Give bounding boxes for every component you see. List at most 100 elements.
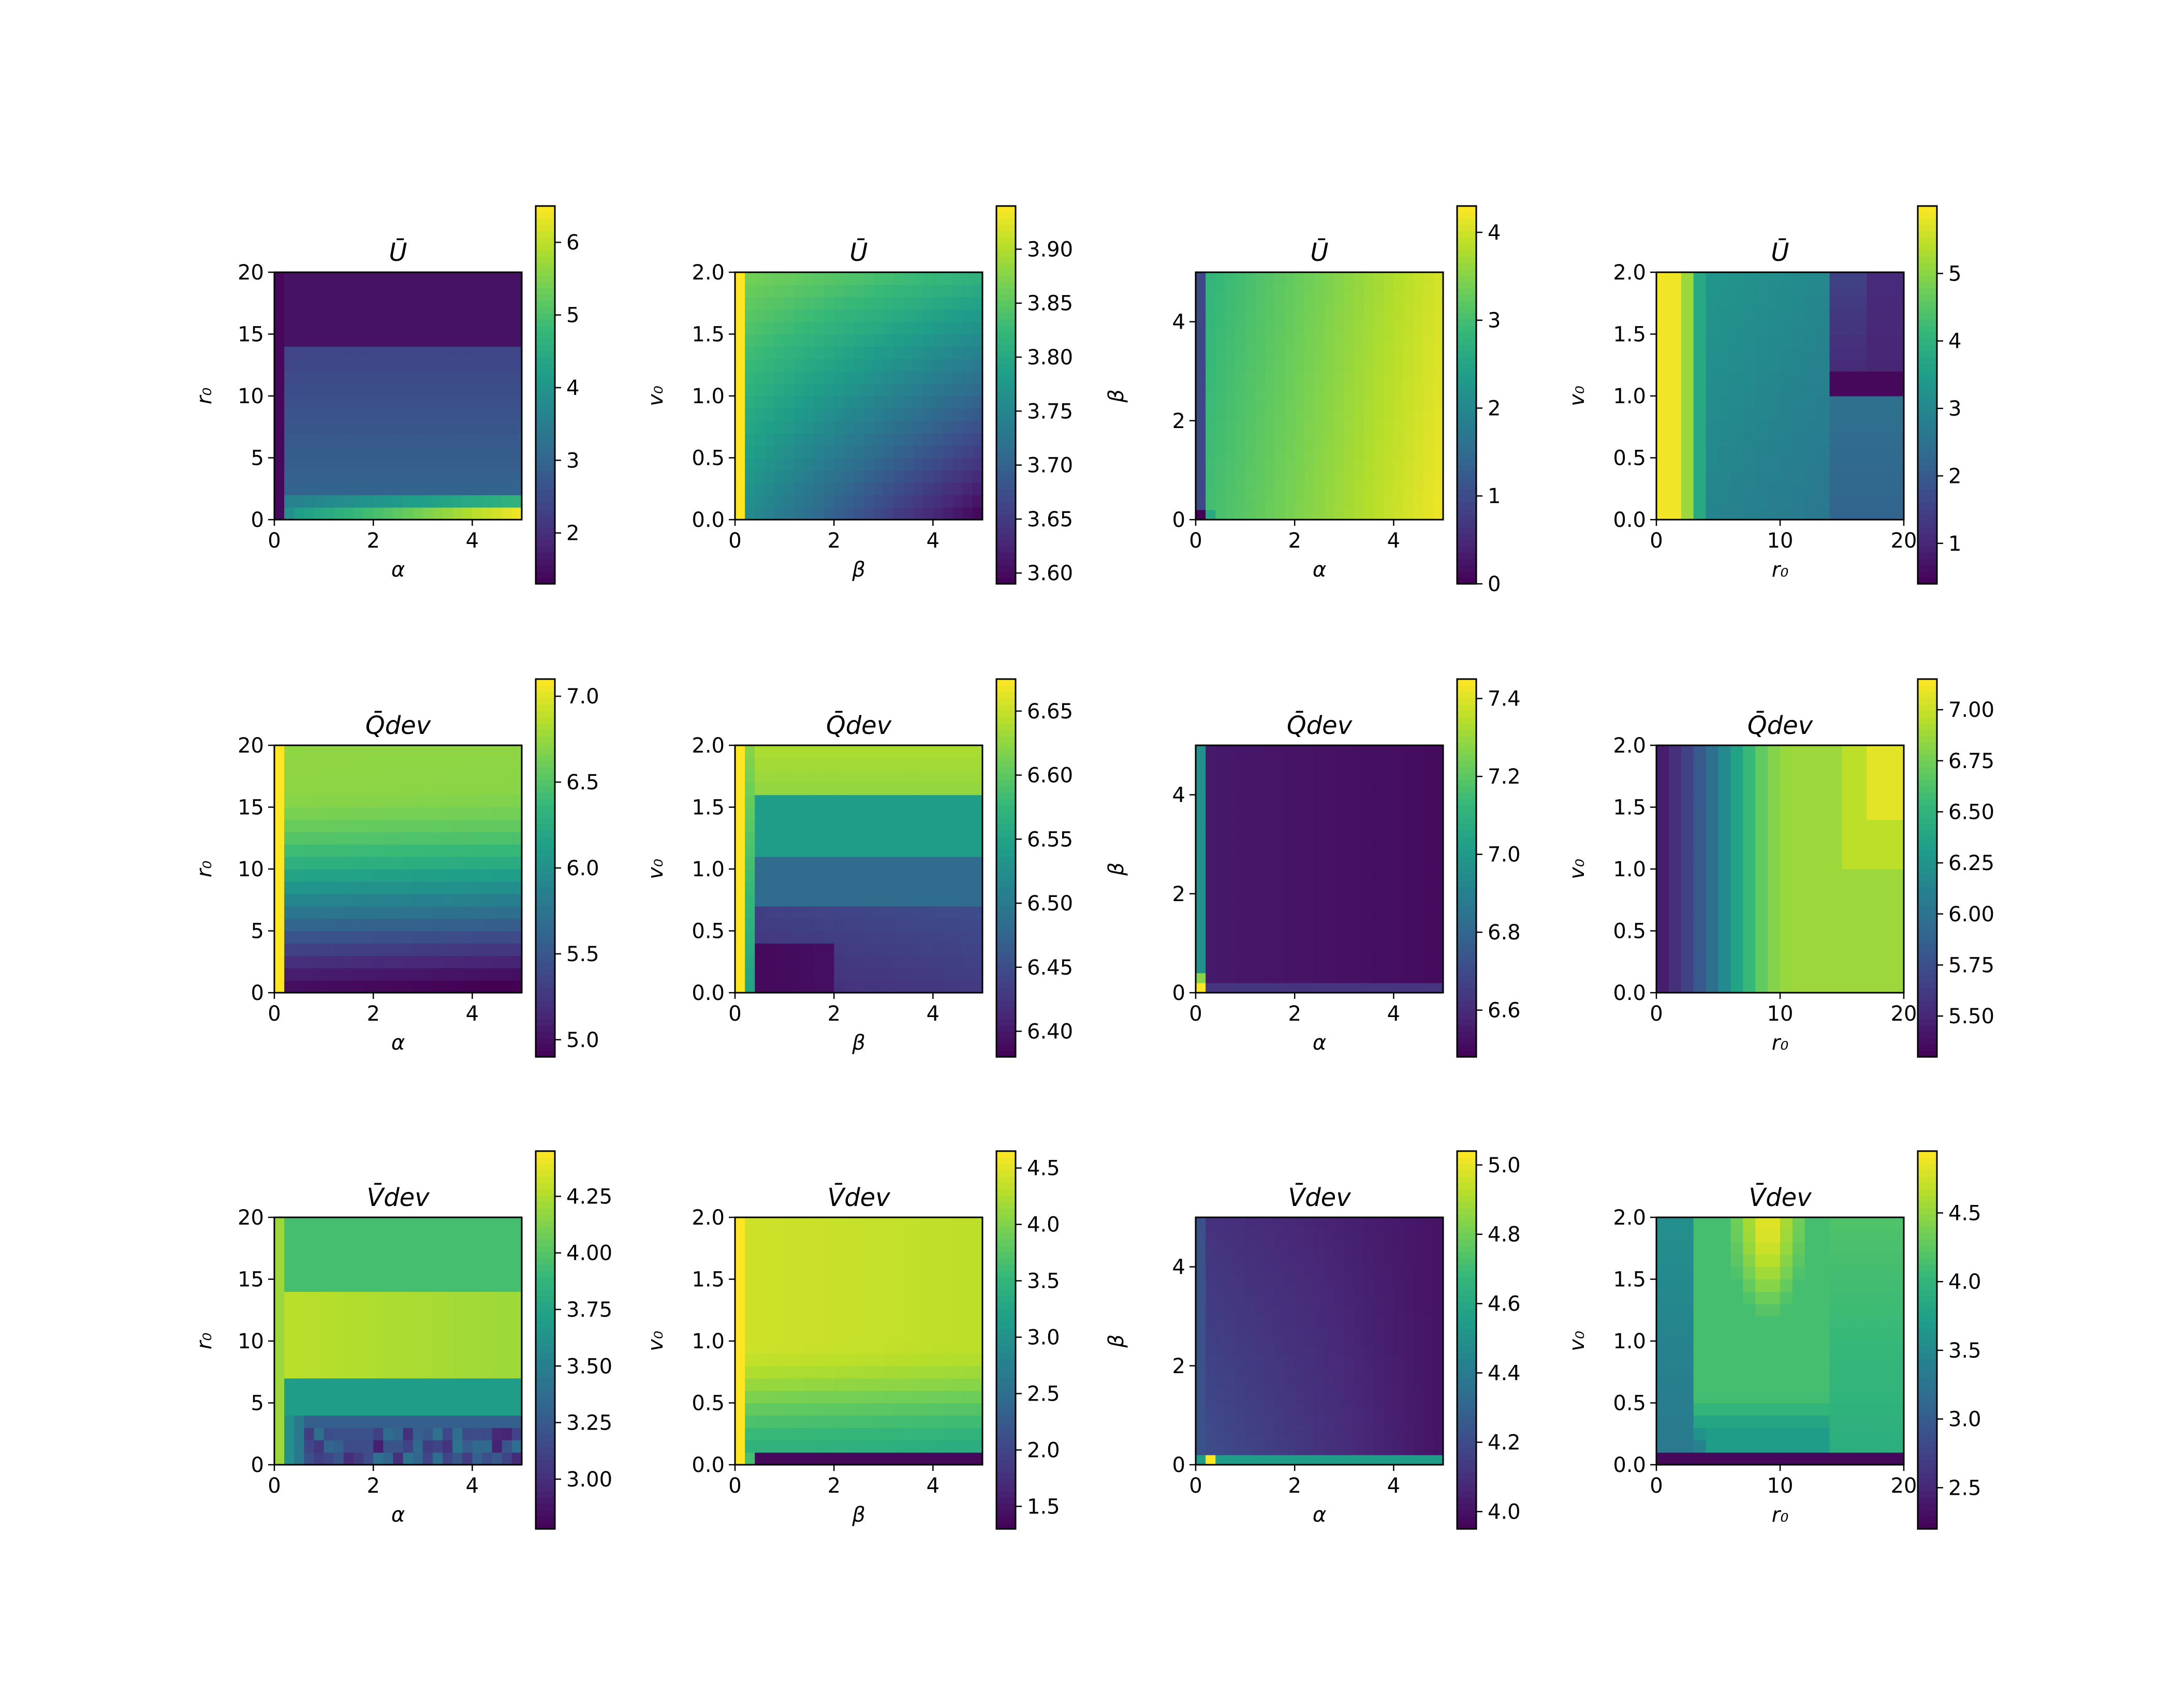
heatmap-cell — [774, 832, 785, 845]
heatmap-cell — [1265, 509, 1275, 520]
colorbar-segment — [536, 899, 555, 906]
heatmap-cell — [294, 284, 304, 298]
heatmap-cell — [863, 943, 874, 956]
heatmap-cell — [1804, 943, 1818, 956]
heatmap-cell — [923, 757, 933, 771]
heatmap-cell — [422, 794, 433, 808]
heatmap-cell — [1295, 410, 1305, 421]
heatmap-cell — [1364, 775, 1374, 786]
colorbar-segment — [536, 1032, 555, 1039]
colorbar-segment — [536, 300, 555, 307]
heatmap-cell — [413, 495, 423, 508]
heatmap-cell — [1743, 433, 1756, 446]
heatmap-cell — [1829, 420, 1843, 434]
heatmap-cell — [472, 782, 483, 796]
heatmap-cell — [1274, 401, 1285, 411]
heatmap-cell — [413, 955, 423, 968]
heatmap-cell — [1295, 440, 1305, 451]
heatmap-cell — [413, 359, 423, 372]
heatmap-cell — [1334, 794, 1345, 805]
heatmap-cell — [304, 272, 315, 285]
heatmap-cell — [1829, 321, 1843, 335]
heatmap-cell — [1730, 482, 1743, 495]
heatmap-cell — [304, 857, 315, 870]
heatmap-cell — [923, 495, 933, 508]
heatmap-cell — [403, 819, 414, 832]
heatmap-cell — [294, 309, 304, 322]
heatmap-cell — [1285, 312, 1295, 322]
heatmap-cell — [1423, 814, 1434, 825]
heatmap-cell — [1854, 782, 1867, 796]
colorbar-tick-label: 7.0 — [566, 685, 599, 709]
heatmap-cell — [883, 458, 894, 470]
heatmap-cell — [413, 1378, 423, 1391]
heatmap-cell — [873, 881, 884, 894]
heatmap-cell — [413, 832, 423, 845]
heatmap-cell — [492, 284, 503, 298]
x-axis-label: r₀ — [1772, 1031, 1788, 1055]
colorbar-segment — [996, 326, 1016, 332]
heatmap-cell — [343, 371, 354, 384]
heatmap-cell — [923, 782, 933, 796]
heatmap-cell — [1374, 893, 1384, 904]
heatmap-cell — [294, 857, 304, 870]
heatmap-cell — [1374, 755, 1384, 765]
heatmap-cell — [1879, 857, 1892, 870]
heatmap-cell — [784, 980, 795, 993]
heatmap-cell — [1718, 309, 1731, 322]
heatmap-cell — [1879, 782, 1892, 796]
heatmap-cell — [422, 458, 433, 470]
heatmap-cell — [1274, 282, 1285, 292]
colorbar-segment — [1457, 773, 1476, 781]
heatmap-cell — [1854, 321, 1867, 335]
heatmap-cell — [903, 384, 914, 396]
heatmap-cell — [363, 1378, 374, 1391]
heatmap-cell — [1706, 857, 1719, 870]
heatmap-cell — [784, 284, 795, 298]
heatmap-cell — [943, 384, 953, 396]
heatmap-cell — [304, 832, 315, 845]
colorbar-segment — [536, 212, 555, 219]
heatmap-cell — [1867, 782, 1879, 796]
heatmap-cell — [314, 1390, 325, 1404]
heatmap-cell — [304, 1353, 315, 1366]
heatmap-cell — [304, 321, 315, 335]
heatmap-cell — [1730, 943, 1743, 956]
heatmap-cell — [745, 869, 755, 882]
heatmap-cell — [413, 931, 423, 944]
heatmap-cell — [903, 470, 914, 483]
heatmap-cell — [794, 346, 805, 359]
heatmap-cell — [1235, 775, 1246, 786]
heatmap-cell — [1304, 814, 1315, 825]
heatmap-cell — [1879, 757, 1892, 771]
heatmap-cell — [1215, 755, 1226, 765]
heatmap-cell — [502, 495, 512, 508]
heatmap-cell — [883, 782, 894, 796]
heatmap-cell — [1706, 807, 1719, 820]
colorbar-segment — [1918, 988, 1937, 994]
heatmap-cell — [274, 458, 285, 470]
heatmap-cell — [1393, 420, 1404, 431]
heatmap-cell — [432, 770, 443, 783]
heatmap-cell — [482, 819, 493, 832]
heatmap-cell — [274, 906, 285, 919]
heatmap-cell — [333, 943, 344, 956]
heatmap-cell — [1255, 312, 1266, 322]
heatmap-cell — [854, 807, 864, 820]
heatmap-cell — [333, 334, 344, 347]
heatmap-cell — [883, 794, 894, 808]
heatmap-cell — [735, 371, 745, 384]
heatmap-cell — [413, 745, 423, 758]
heatmap-cell — [1235, 499, 1246, 510]
heatmap-cell — [472, 1452, 483, 1465]
heatmap-cell — [1364, 302, 1374, 313]
heatmap-cell — [735, 346, 745, 359]
heatmap-cell — [1393, 973, 1404, 983]
heatmap-cell — [353, 433, 364, 446]
colorbar-segment — [536, 269, 555, 276]
colorbar-segment — [536, 533, 555, 540]
heatmap-cell — [1804, 819, 1818, 832]
heatmap-cell — [1804, 968, 1818, 981]
heatmap-cell — [1867, 893, 1879, 907]
heatmap-cell — [824, 918, 834, 932]
